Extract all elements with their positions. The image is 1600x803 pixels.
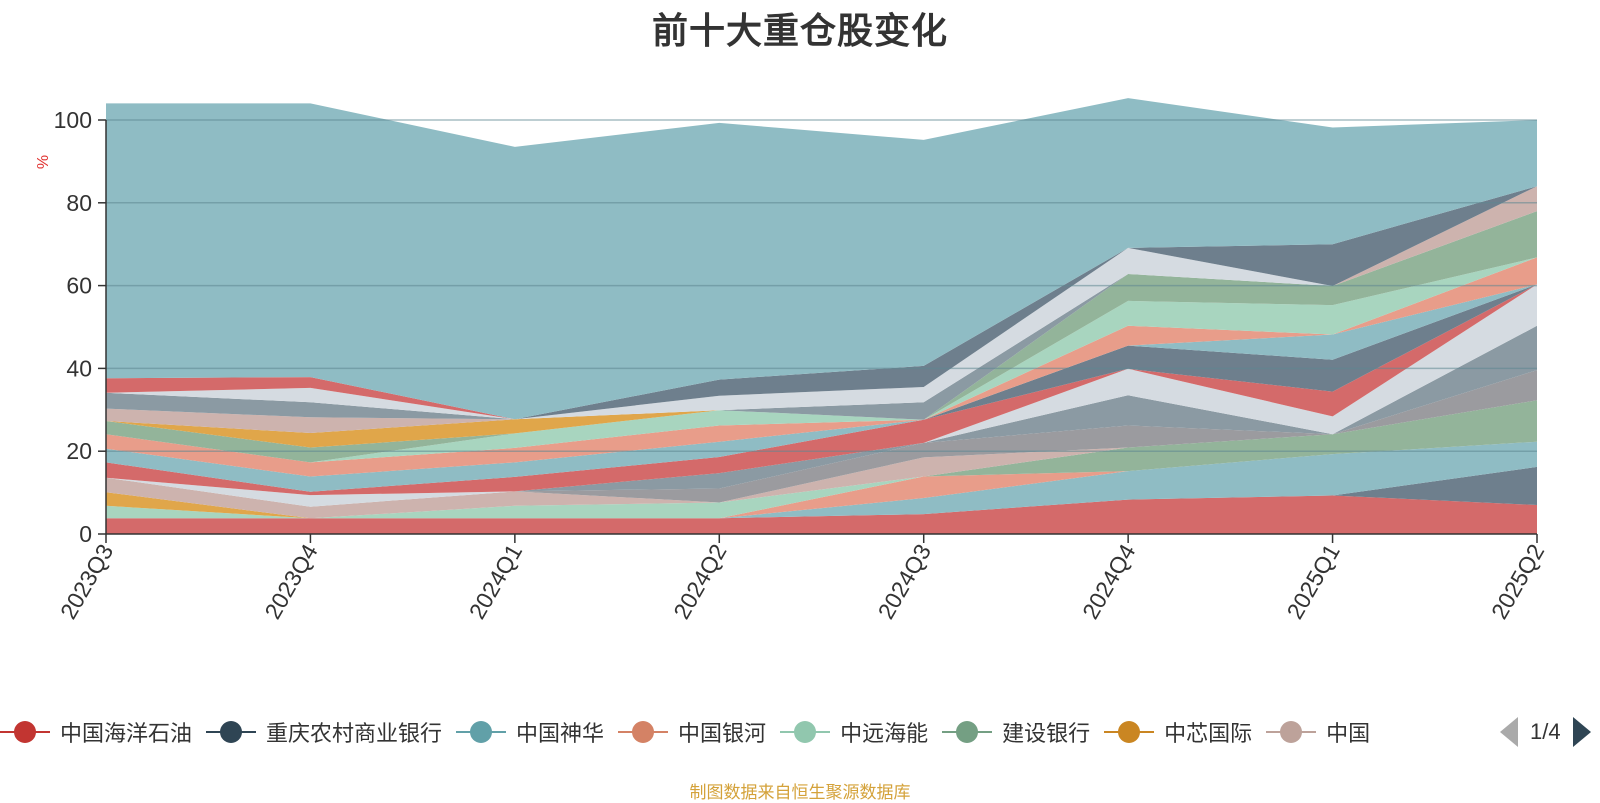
y-tick-label: 40	[66, 355, 92, 381]
legend-marker-icon	[456, 721, 507, 743]
legend-marker-icon	[0, 721, 50, 743]
area-band-7	[106, 400, 1537, 519]
legend-label: 中国银河	[678, 721, 767, 746]
x-tick-label: 2023Q3	[55, 540, 118, 624]
area-band-12	[106, 284, 1537, 496]
legend-label: 中芯国际	[1164, 721, 1253, 746]
legend-label: 中国海洋石油	[60, 721, 193, 746]
grid-lines	[106, 119, 1537, 452]
legend-item[interactable]: 中国海洋石油	[0, 716, 192, 748]
legend-item[interactable]: 中国神华	[456, 716, 604, 748]
area-band-21	[106, 186, 1537, 420]
x-tick-label: 2024Q1	[464, 540, 527, 624]
axes	[105, 120, 1537, 535]
source-note: 制图数据来自恒生聚源数据库	[689, 783, 911, 802]
legend-pager: 1/4	[1500, 712, 1591, 752]
area-band-9	[106, 370, 1537, 507]
legend-marker-icon	[780, 721, 831, 743]
legend-label: 中国神华	[516, 721, 605, 746]
legend-item[interactable]: 重庆农村商业银行	[206, 716, 442, 748]
x-tick-label: 2025Q2	[1486, 540, 1549, 624]
y-tick-label: 100	[54, 107, 92, 133]
stacked-areas	[106, 98, 1537, 534]
legend-label: 中国	[1326, 721, 1371, 746]
area-band-5	[106, 400, 1537, 519]
legend-item[interactable]: 中国	[1266, 716, 1370, 748]
x-tick-label: 2024Q3	[873, 540, 936, 624]
legend-next-page-icon[interactable]	[1572, 717, 1591, 747]
legend-marker-icon	[618, 721, 669, 743]
legend-item[interactable]: 中国银河	[618, 716, 766, 748]
x-tick-label: 2025Q1	[1281, 540, 1344, 624]
legend: 中国海洋石油 重庆农村商业银行 中国神华 中国银河 中远海能 建设银行 中芯国际 中国 1/4	[0, 712, 1600, 752]
legend-label: 建设银行	[1002, 721, 1091, 746]
legend-label: 中远海能	[840, 721, 929, 746]
x-tick-labels: 2023Q3 2023Q4 2024Q1 2024Q2 2024Q3 2024Q4 2025…	[55, 534, 1549, 623]
legend-page-indicator: 1/4	[1530, 719, 1561, 744]
y-tick-labels: 0 20 40 60 80 100	[54, 107, 106, 547]
legend-marker-icon	[942, 721, 993, 743]
legend-label: 重庆农村商业银行	[266, 721, 443, 746]
area-band-3	[106, 441, 1537, 519]
y-tick-label: 60	[66, 273, 92, 299]
legend-item[interactable]: 建设银行	[942, 716, 1090, 748]
y-tick-label: 80	[66, 190, 92, 216]
area-band-24	[106, 98, 1537, 420]
y-tick-label: 20	[66, 438, 92, 464]
chart-title: 前十大重仓股变化	[651, 10, 948, 51]
x-tick-label: 2024Q2	[668, 540, 731, 624]
area-band-16	[106, 257, 1537, 463]
x-tick-label: 2023Q4	[259, 539, 323, 623]
area-band-2	[106, 441, 1537, 519]
legend-marker-icon	[1266, 721, 1317, 743]
area-band-8	[106, 370, 1537, 507]
y-tick-label: 0	[79, 521, 92, 547]
y-axis-label: %	[35, 155, 52, 169]
legend-item[interactable]: 中远海能	[780, 716, 928, 748]
legend-prev-page-icon[interactable]	[1500, 717, 1518, 747]
legend-item[interactable]: 中芯国际	[1104, 716, 1252, 748]
x-tick-label: 2024Q4	[1077, 539, 1141, 623]
legend-marker-icon	[1104, 721, 1155, 743]
area-band-0	[106, 495, 1537, 534]
area-band-15	[106, 257, 1537, 477]
area-band-10	[106, 325, 1537, 496]
legend-marker-icon	[206, 721, 257, 743]
area-band-14	[106, 284, 1537, 492]
